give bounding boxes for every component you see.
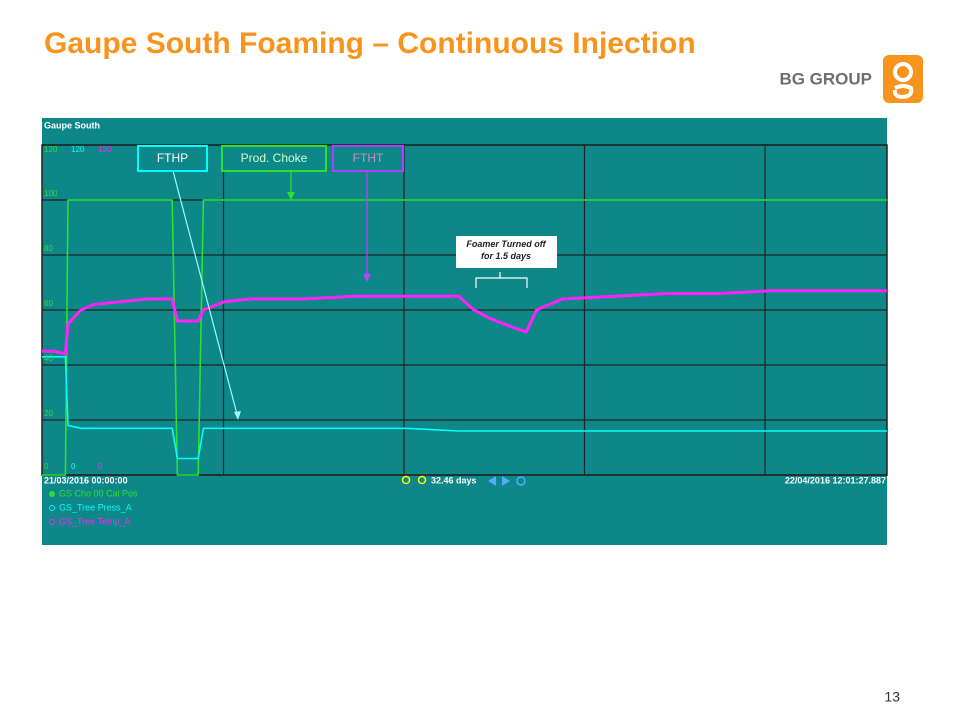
annotation-label: FTHP <box>157 151 188 165</box>
x-start-label: 21/03/2016 00:00:00 <box>44 475 128 485</box>
y-tick-label: 100 <box>44 189 58 198</box>
annotation-box <box>137 145 208 172</box>
trend-panel <box>42 118 887 545</box>
y-tick-label: 0 <box>44 462 49 471</box>
legend-entry: GS_Tree Press_A <box>59 502 132 512</box>
slide-title: Gaupe South Foaming – Continuous Injecti… <box>44 27 696 60</box>
legend-marker <box>49 491 55 497</box>
y-tick-label: 0 <box>98 462 103 471</box>
annotation-label: Prod. Choke <box>241 151 308 165</box>
y-tick-label: 60 <box>44 299 53 308</box>
page-number: 13 <box>884 689 900 705</box>
y-tick-label: 0 <box>71 462 76 471</box>
annotation-box <box>221 145 327 172</box>
y-tick-label: 80 <box>44 244 53 253</box>
legend-entry: GS Cho 00 Cal Pos <box>59 488 138 498</box>
logo-mark <box>883 55 923 103</box>
zoom-icons <box>401 475 526 486</box>
series-line <box>42 289 887 356</box>
y-tick-label: 120 <box>71 145 85 154</box>
annotation-box <box>332 145 404 172</box>
y-tick-label: 120 <box>98 145 112 154</box>
legend-entry: GS_Tree Temp_A <box>59 516 131 526</box>
callouts <box>172 170 528 420</box>
annotation-label: Foamer Turned off for 1.5 days <box>466 239 546 261</box>
legend-marker <box>49 505 55 511</box>
annotation-box <box>456 236 557 268</box>
y-tick-label: 20 <box>44 409 53 418</box>
logo-text: BG GROUP <box>779 69 872 88</box>
y-tick-label: 40 <box>44 354 53 363</box>
x-end-label: 22/04/2016 12:01:27.887 <box>785 475 886 485</box>
series-line <box>42 199 887 476</box>
trend-title: Gaupe South <box>44 120 100 130</box>
series-line <box>42 356 887 460</box>
x-span-label: 32.46 days <box>431 475 477 485</box>
y-tick-label: 120 <box>44 145 58 154</box>
annotation-label: FTHT <box>353 151 384 165</box>
legend-marker <box>49 519 55 525</box>
